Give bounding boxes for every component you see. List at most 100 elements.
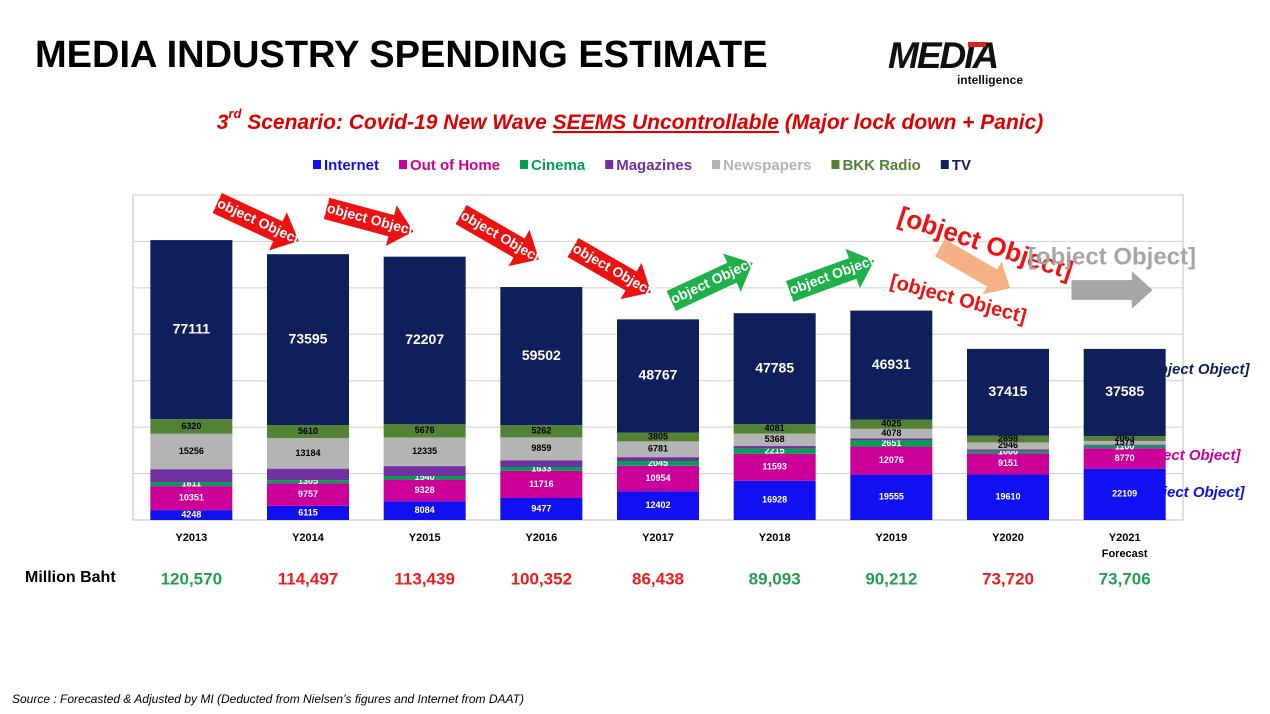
x-tick-label: Y2021 Forecast	[1101, 532, 1148, 560]
data-label: 1000	[998, 446, 1018, 456]
annotation: [object Object]	[1143, 361, 1250, 378]
bar-segment	[500, 470, 583, 498]
subtitle-emph: SEEMS Uncontrollable	[553, 111, 780, 134]
bar-segment	[267, 425, 349, 439]
bar-segment	[733, 480, 816, 520]
data-label: 1633	[531, 463, 551, 473]
data-label: 9477	[531, 503, 551, 513]
arrow	[455, 204, 539, 267]
x-tick-label: Y2013	[175, 532, 208, 544]
bar-segment	[850, 419, 933, 429]
x-tick-label: Y2020	[992, 532, 1024, 544]
bar-segment	[617, 319, 699, 433]
bar-segment	[500, 460, 583, 468]
legend-swatch	[831, 160, 840, 169]
bar-segment	[383, 424, 466, 438]
bar-segment	[150, 240, 233, 420]
data-label: 6320	[181, 421, 201, 431]
legend-swatch	[520, 160, 529, 169]
data-label: 1611	[182, 479, 202, 489]
data-label: 19610	[995, 492, 1020, 502]
bar-segment	[267, 483, 349, 506]
subtitle-part: 3	[217, 111, 229, 134]
bar-segment	[733, 448, 816, 454]
bar-segment	[267, 480, 349, 484]
logo-sub: intelligence	[957, 73, 1023, 87]
total: 86,438	[632, 569, 684, 588]
bar-segment	[617, 461, 699, 466]
data-label: 4081	[765, 423, 785, 433]
data-label: 13184	[295, 448, 320, 458]
bar-segment	[383, 437, 466, 467]
x-tick-label: Y2014	[292, 532, 324, 544]
legend-label: Magazines	[616, 157, 692, 174]
bar-segment	[500, 497, 583, 520]
bar-segment	[967, 442, 1049, 450]
bar-segment	[967, 453, 1049, 475]
bar-segment	[383, 479, 466, 502]
data-label: 46931	[872, 356, 911, 372]
logo: MEDIA	[888, 35, 998, 76]
bar-segment	[150, 433, 233, 470]
bar-segment	[150, 510, 233, 520]
total: 114,497	[278, 569, 339, 588]
bar-segment	[967, 450, 1049, 454]
bar-segment	[850, 440, 933, 447]
legend-label: BKK Radio	[842, 157, 920, 174]
bar-segment	[383, 476, 466, 480]
bar-segment	[733, 424, 816, 434]
bar-segment	[967, 348, 1049, 436]
bar-segment	[383, 466, 466, 477]
total: 89,093	[749, 569, 801, 588]
data-label: 2063	[1115, 433, 1135, 443]
data-label: 9859	[531, 443, 551, 453]
bar-segment	[1083, 468, 1166, 520]
bar-segment	[150, 486, 233, 511]
data-label: 10954	[645, 473, 670, 483]
subtitle-sup: rd	[228, 106, 242, 121]
data-label: 1579	[1115, 437, 1135, 447]
data-label: 37415	[989, 383, 1028, 399]
arrow	[1071, 271, 1153, 309]
data-label: 5676	[415, 425, 435, 435]
bar-segment	[150, 469, 233, 483]
x-tick-label: Y2016	[525, 532, 558, 544]
data-label: 8084	[415, 505, 435, 515]
bar-segment	[967, 449, 1049, 451]
data-label: 9328	[415, 485, 435, 495]
data-label: 5368	[765, 434, 785, 444]
logo-accent	[968, 42, 986, 47]
data-label: 1100	[1115, 441, 1135, 451]
bar-segment	[850, 428, 933, 439]
data-label: 2946	[998, 440, 1018, 450]
x-tick-label: Y2017	[642, 532, 674, 544]
annotation: [object Object]	[1134, 447, 1241, 464]
bar-segment	[967, 474, 1049, 520]
arrow	[934, 239, 1011, 295]
annotation: [object Object]	[1138, 484, 1245, 501]
data-label: 4025	[881, 419, 901, 429]
bar-segment	[733, 313, 816, 425]
bar-segment	[267, 468, 349, 481]
bar-segment	[1083, 448, 1166, 469]
legend-swatch	[605, 160, 614, 169]
arrow	[212, 193, 299, 251]
bar-segment	[383, 501, 466, 520]
legend-swatch	[940, 160, 949, 169]
legend-label: Cinema	[531, 157, 586, 174]
bar-segment	[1083, 348, 1166, 437]
bar-segment	[383, 256, 466, 425]
bar-segment	[500, 287, 583, 426]
bar-segment	[617, 457, 699, 462]
arrow	[323, 197, 414, 246]
data-label: 2651	[881, 438, 901, 448]
bar-segment	[267, 438, 349, 469]
data-label: 48767	[639, 367, 678, 383]
bar-segment	[1083, 444, 1166, 446]
x-tick-label: Y2015	[408, 532, 441, 544]
legend-label: Internet	[324, 157, 379, 174]
data-label: 2898	[998, 433, 1018, 443]
data-label: 12335	[412, 446, 437, 456]
